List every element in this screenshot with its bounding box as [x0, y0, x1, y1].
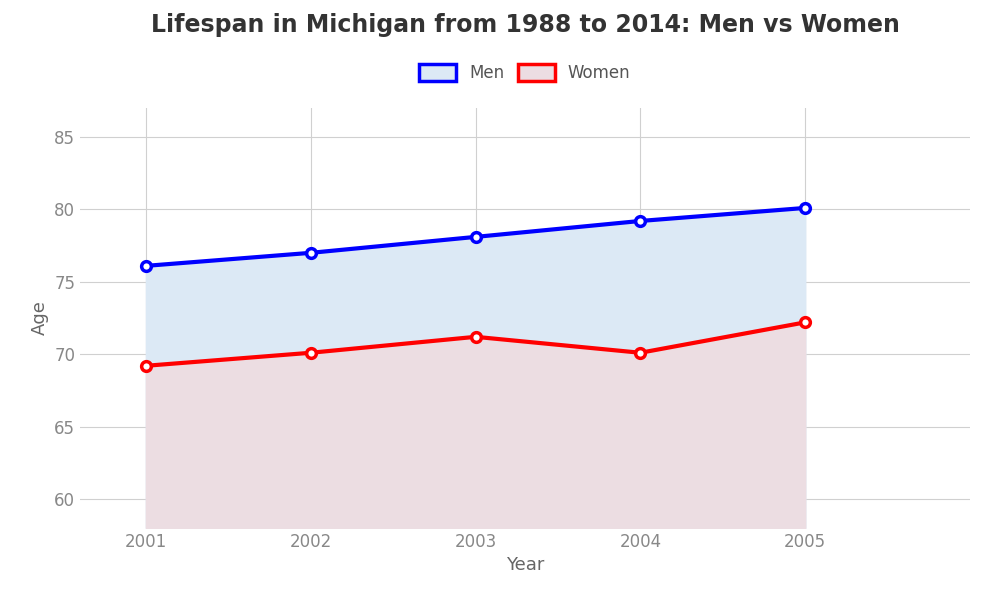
X-axis label: Year: Year — [506, 556, 544, 574]
Legend: Men, Women: Men, Women — [413, 58, 637, 89]
Y-axis label: Age: Age — [31, 301, 49, 335]
Title: Lifespan in Michigan from 1988 to 2014: Men vs Women: Lifespan in Michigan from 1988 to 2014: … — [151, 13, 899, 37]
